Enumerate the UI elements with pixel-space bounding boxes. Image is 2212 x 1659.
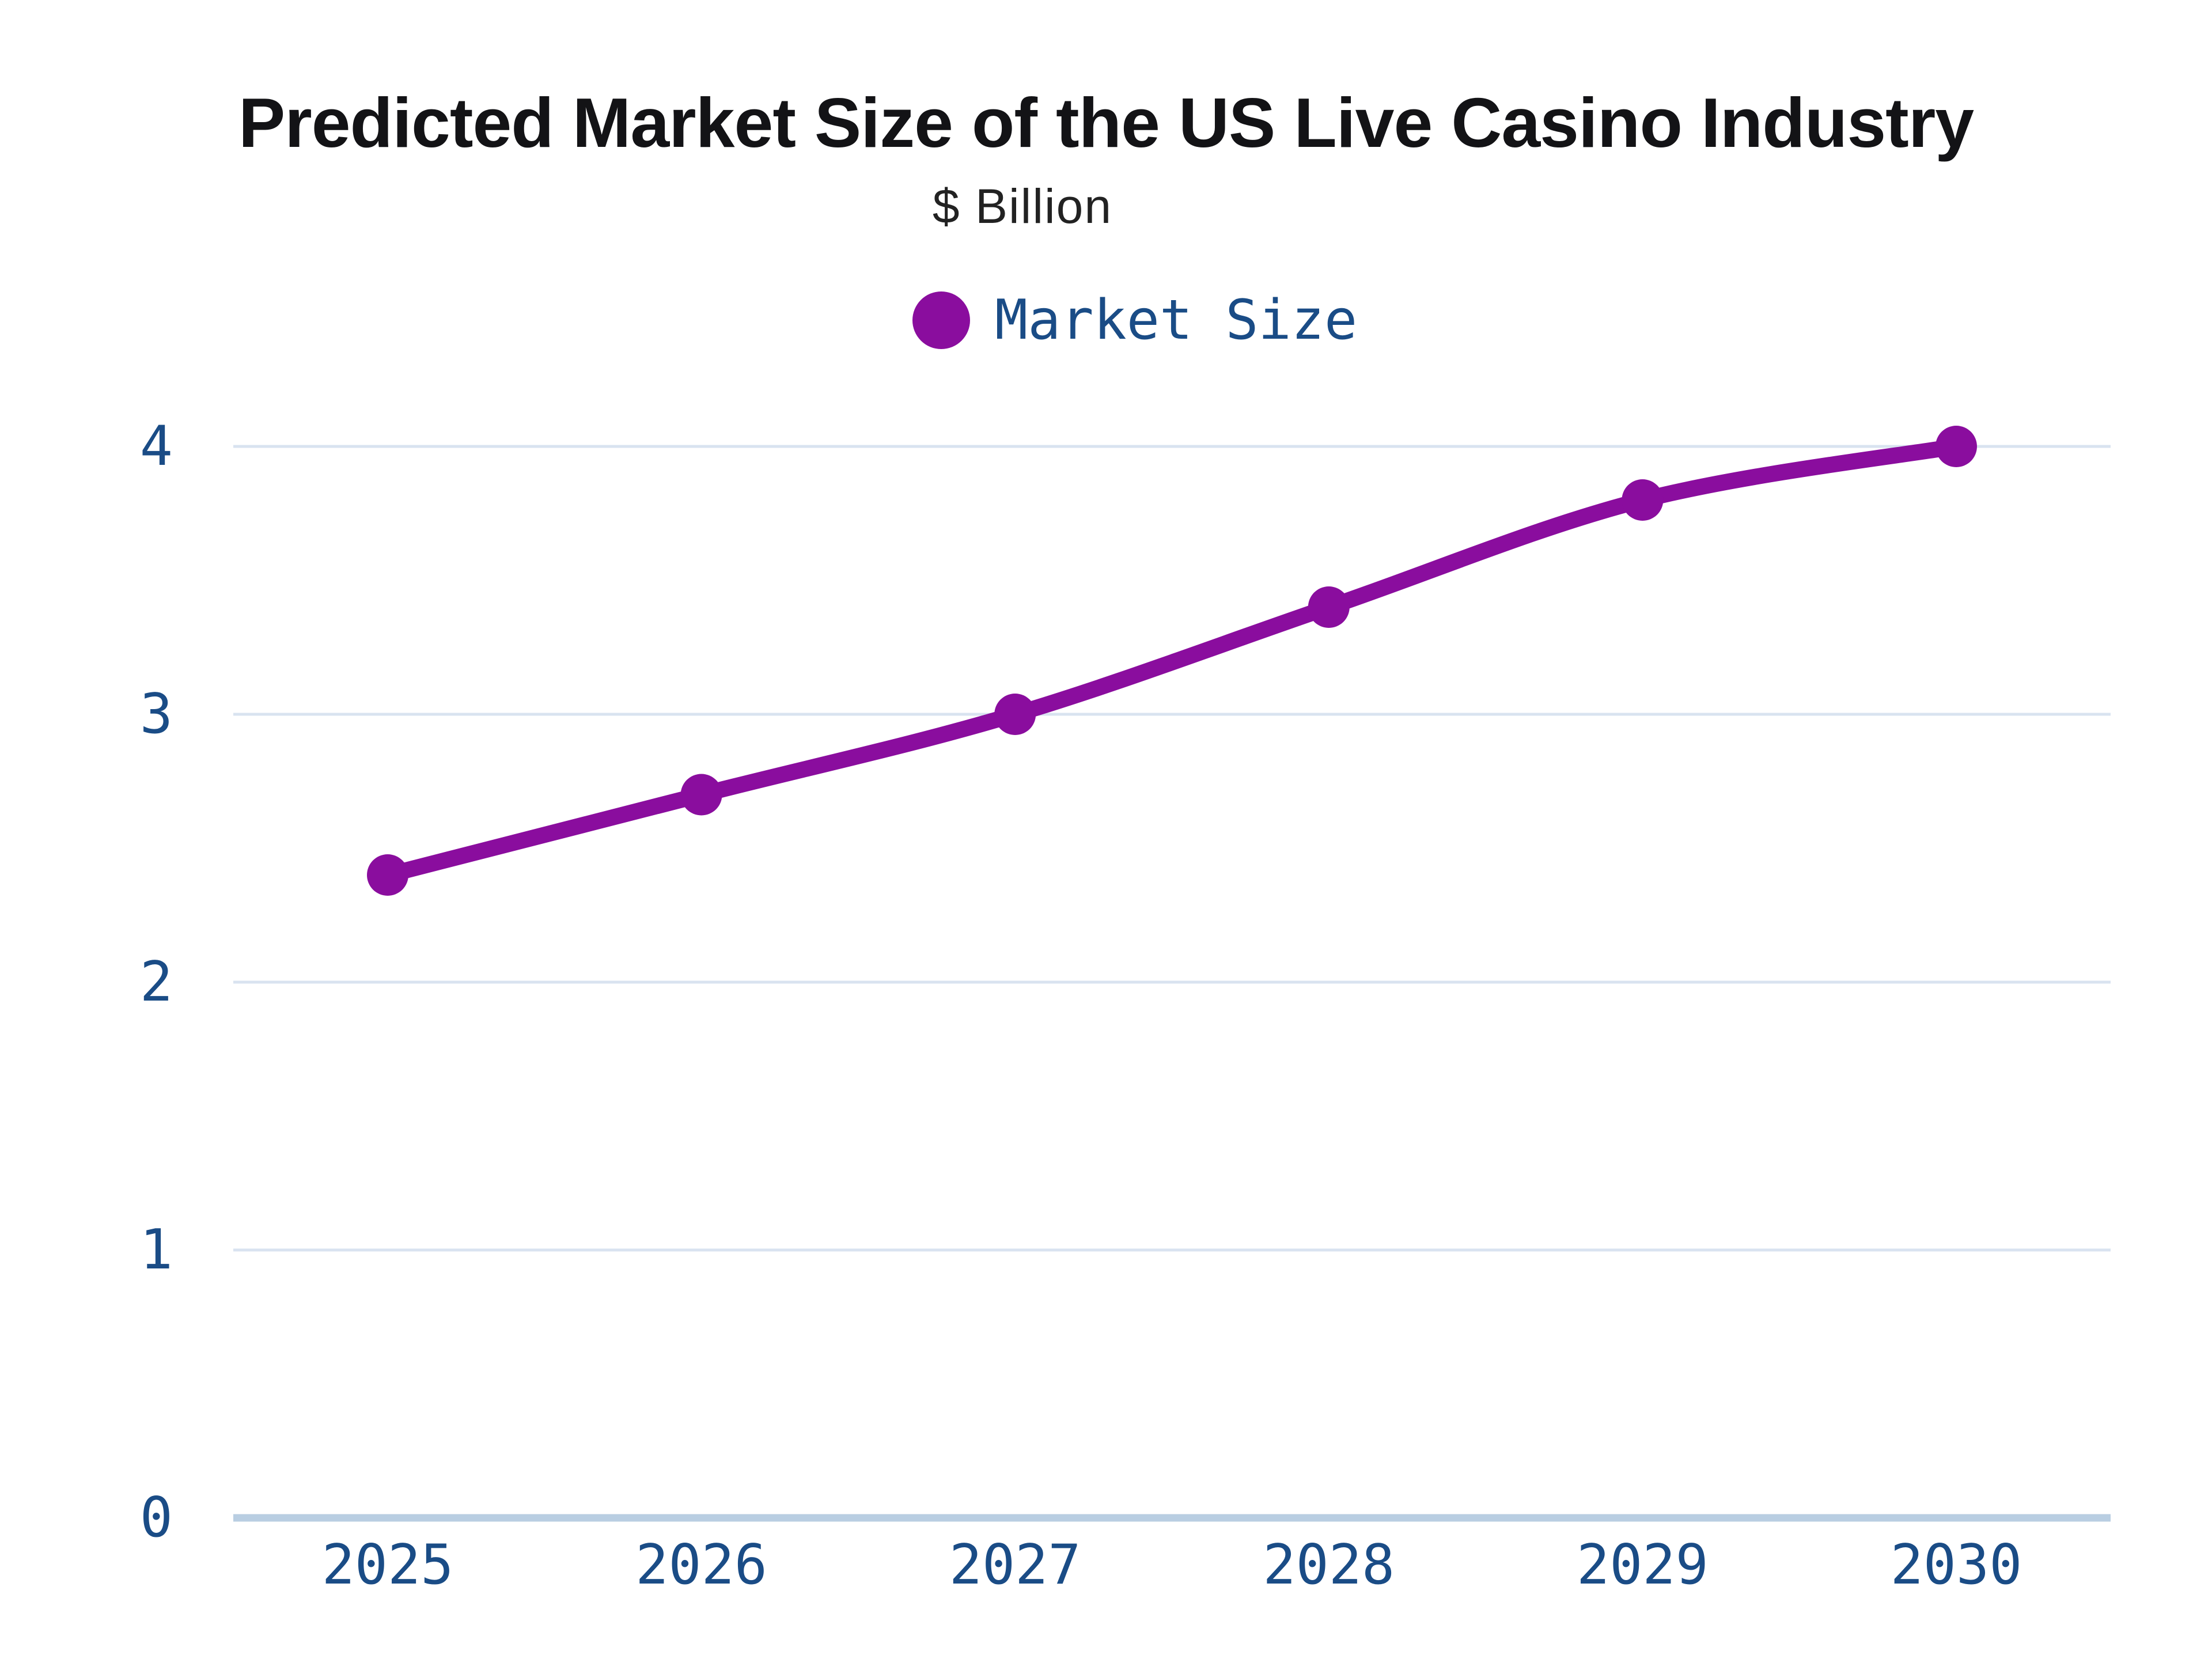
y-axis-tick-labels: 0 1 2 3 4	[140, 415, 173, 1550]
x-tick-label: 2030	[1891, 1533, 2022, 1597]
data-point-marker	[1622, 479, 1664, 521]
y-tick-label: 0	[140, 1486, 173, 1550]
chart-subtitle: $ Billion	[932, 179, 1113, 233]
data-point-marker	[367, 854, 408, 896]
data-point-marker	[1308, 586, 1350, 628]
data-point-marker	[1936, 426, 1977, 467]
market-size-line	[380, 438, 1964, 883]
legend: Market Size	[912, 291, 1357, 349]
x-tick-label: 2026	[635, 1533, 767, 1597]
data-point-marker	[680, 774, 722, 816]
chart-title: Predicted Market Size of the US Live Cas…	[238, 84, 1974, 162]
gridlines	[233, 445, 2111, 1522]
x-tick-label: 2029	[1577, 1533, 1709, 1597]
data-point-marker	[994, 694, 1036, 735]
x-tick-label: 2025	[322, 1533, 454, 1597]
y-tick-label: 4	[140, 415, 173, 478]
y-tick-label: 1	[140, 1218, 173, 1282]
legend-label: Market Size	[995, 289, 1358, 352]
y-tick-label: 3	[140, 683, 173, 746]
x-tick-label: 2028	[1263, 1533, 1395, 1597]
legend-marker-dot-icon	[912, 291, 970, 349]
x-axis-tick-labels: 2025 2026 2027 2028 2029 2030	[322, 1533, 2022, 1597]
market-size-series	[367, 426, 1977, 896]
y-tick-label: 2	[140, 950, 173, 1014]
x-tick-label: 2027	[949, 1533, 1081, 1597]
